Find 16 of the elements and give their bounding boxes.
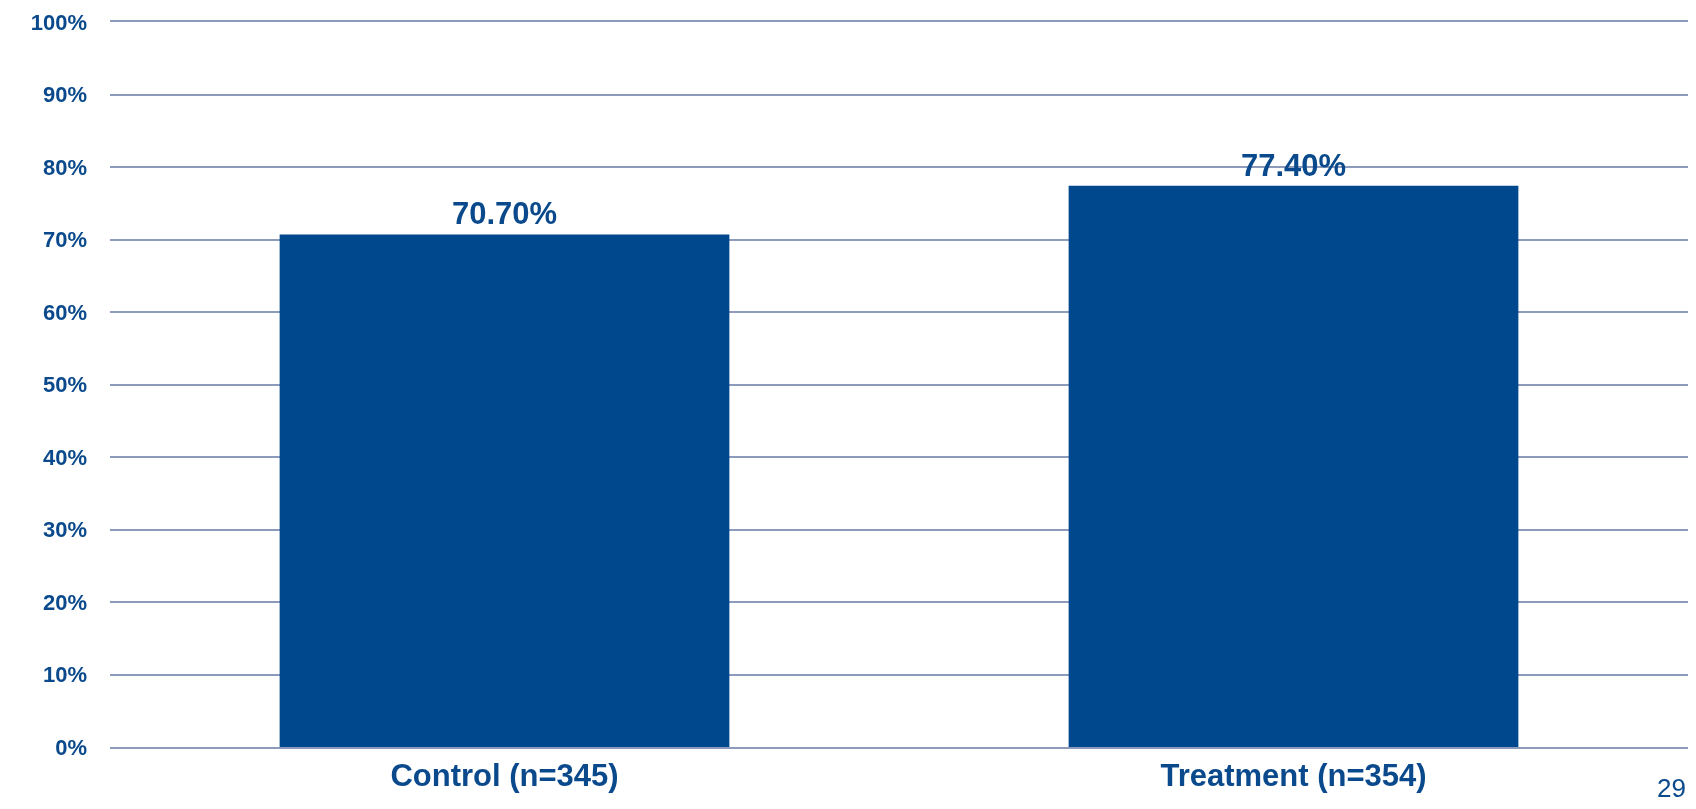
y-tick-label: 10% [42,662,87,688]
y-tick-label: 90% [42,82,87,108]
x-tick-label: Control (n=345) [390,758,619,794]
y-tick-label: 0% [55,734,87,760]
y-tick-label: 70% [42,227,87,253]
y-tick-label: 50% [42,372,87,398]
y-tick-label: 40% [42,444,87,470]
y-tick-label: 60% [42,299,87,325]
y-tick-label: 80% [42,154,87,180]
x-tick-label: Treatment (n=354) [1160,758,1427,794]
y-tick-label: 100% [30,9,87,35]
text: 29 [1657,773,1686,803]
y-tick-label: 20% [42,589,87,615]
y-tick-label: 30% [42,517,87,543]
data-label: 70.70% [451,196,558,232]
data-label: 77.40% [1240,147,1347,183]
